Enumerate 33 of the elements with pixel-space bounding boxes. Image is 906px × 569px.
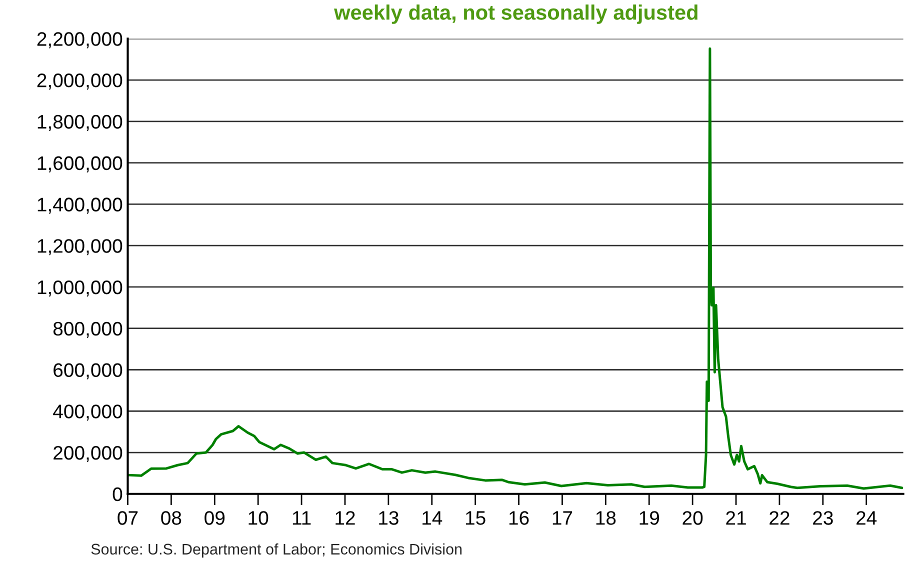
x-tick-label: 09 (204, 511, 225, 525)
x-tick-label: 19 (640, 511, 660, 525)
x-tick-label: 24 (856, 511, 877, 525)
y-tick-label: 400,000 (53, 404, 122, 421)
x-tick-label: 07 (118, 511, 138, 525)
x-tick-label: 11 (292, 511, 311, 525)
y-tick-label: 1,600,000 (38, 156, 122, 172)
y-tick-label: 1,800,000 (38, 114, 122, 131)
x-tick-label: 22 (770, 511, 790, 525)
x-tick-label: 12 (336, 511, 355, 525)
x-tick-label: 21 (726, 511, 746, 525)
y-tick-label: 2,000,000 (37, 74, 122, 90)
y-tick-label: 0 (112, 487, 122, 502)
source-note: Source: U.S. Department of Labor; Economics Division (91, 543, 462, 558)
y-tick-label: 1,200,000 (38, 239, 122, 256)
x-tick-label: 14 (422, 511, 442, 525)
x-tick-label: 08 (161, 511, 182, 525)
x-tick-label: 17 (552, 511, 572, 525)
x-tick-label: 16 (509, 511, 529, 525)
chart-title: weekly data, not seasonally adjusted (334, 4, 698, 24)
y-tick-label: 200,000 (54, 446, 122, 462)
y-tick-label: 2,200,000 (37, 32, 122, 48)
y-tick-label: 600,000 (54, 363, 122, 380)
y-tick-label: 1,000,000 (38, 280, 122, 297)
y-tick-label: 800,000 (53, 322, 122, 338)
x-tick-label: 23 (813, 511, 833, 525)
x-tick-label: 10 (248, 511, 268, 525)
x-tick-label: 13 (379, 511, 398, 525)
x-tick-label: 20 (682, 511, 703, 525)
y-tick-label: 1,400,000 (38, 198, 122, 214)
x-tick-label: 18 (596, 511, 616, 525)
x-tick-label: 15 (466, 511, 486, 525)
line-series (128, 47, 904, 490)
